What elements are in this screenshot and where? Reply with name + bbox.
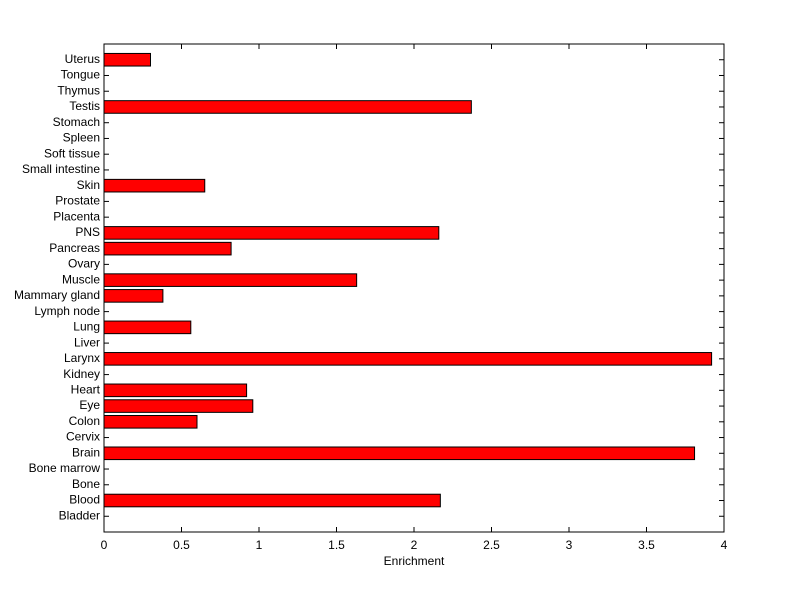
y-tick-label: Soft tissue [44,146,100,160]
y-tick-label: Bladder [59,508,100,522]
y-tick-label: Heart [71,382,101,396]
bar [103,273,358,287]
y-tick-label: Bone [72,477,100,491]
y-tick-label: Blood [69,493,100,507]
y-tick-label: Testis [69,99,100,113]
y-tick-label: Eye [79,398,100,412]
y-tick-label: Mammary gland [14,288,100,302]
bar [103,415,198,429]
bar [103,399,254,413]
y-tick-label: Liver [74,335,100,349]
x-tick-label: 2 [411,538,418,552]
x-tick-label: 1.5 [328,538,345,552]
y-tick-label: Skin [77,178,100,192]
plot-frame [103,43,725,533]
x-tick-label: 3.5 [638,538,655,552]
y-tick-label: Muscle [62,272,100,286]
bar [103,320,192,335]
y-tick-label: Kidney [63,367,100,381]
y-tick-label: Brain [72,445,100,459]
y-tick-label: Spleen [63,131,100,145]
bar [103,289,164,303]
x-tick-label: 0 [101,538,108,552]
y-tick-label: Tongue [61,68,101,82]
y-tick-label: Placenta [53,209,100,223]
y-tick-label: PNS [75,225,100,239]
bar [103,178,206,193]
bar [103,226,440,240]
y-tick-label: Uterus [65,52,100,66]
y-tick-label: Larynx [64,351,100,365]
bar [103,241,232,256]
y-tick-label: Prostate [55,194,100,208]
x-axis-label: Enrichment [384,554,445,568]
x-tick-label: 4 [721,538,728,552]
x-tick-label: 0.5 [173,538,190,552]
y-tick-label: Stomach [53,115,100,129]
y-tick-label: Small intestine [22,162,100,176]
y-tick-label: Bone marrow [29,461,101,475]
bar [103,52,151,67]
y-tick-label: Lung [73,320,100,334]
y-tick-label: Cervix [66,430,100,444]
x-tick-label: 2.5 [483,538,500,552]
y-tick-label: Pancreas [49,241,100,255]
bar [103,100,472,114]
bar [103,493,441,508]
x-tick-label: 1 [256,538,263,552]
bar [103,352,713,366]
x-tick-label: 3 [566,538,573,552]
y-tick-label: Lymph node [34,304,100,318]
y-tick-label: Ovary [68,257,100,271]
bar [103,446,696,461]
bar [103,383,248,398]
y-tick-label: Thymus [57,83,100,97]
y-tick-label: Colon [69,414,100,428]
